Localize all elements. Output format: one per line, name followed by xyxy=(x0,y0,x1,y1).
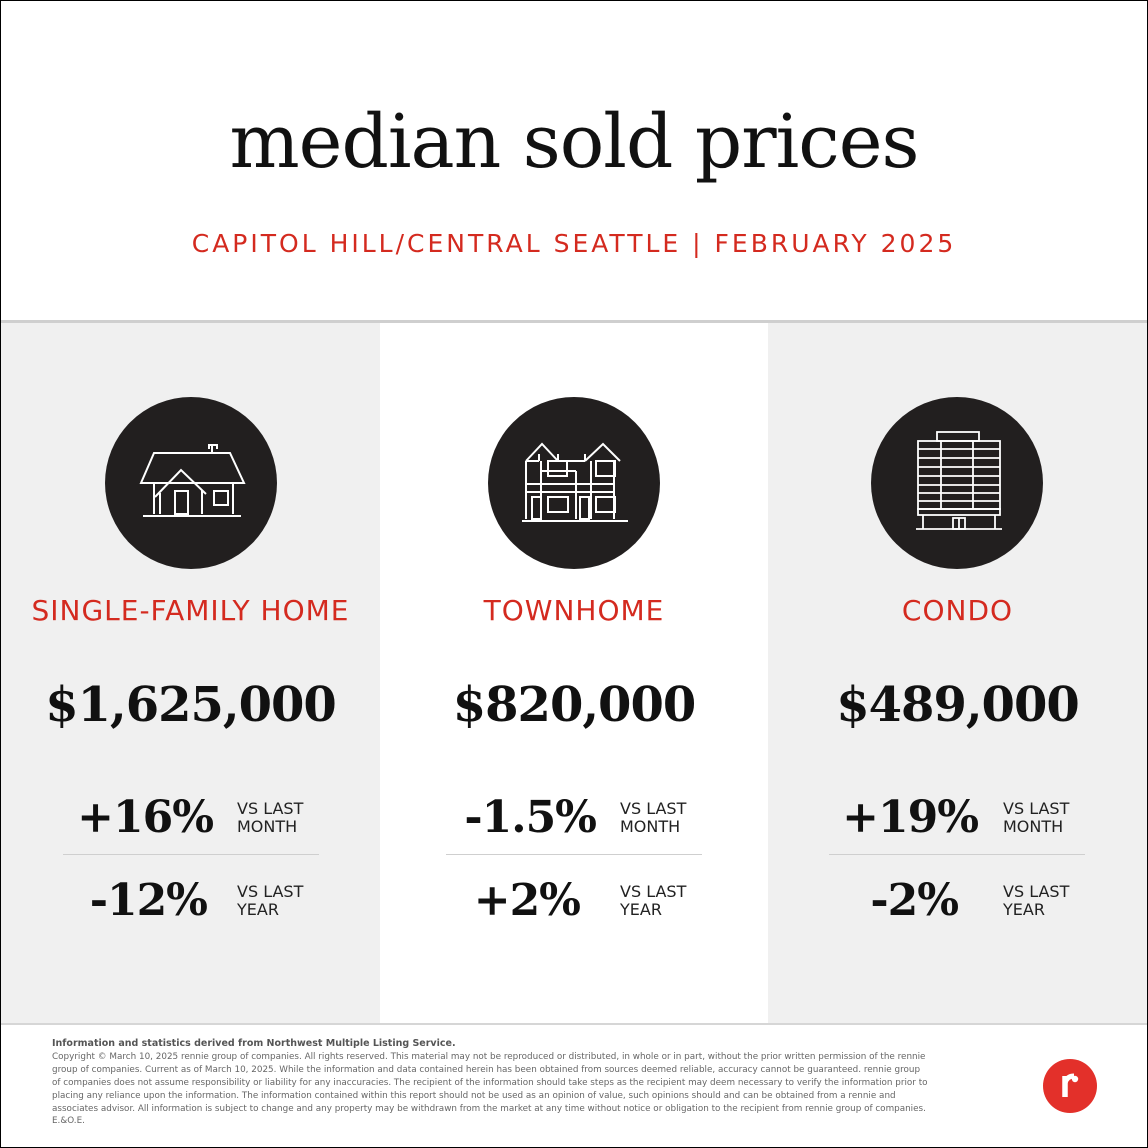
rennie-logo-icon xyxy=(1043,1059,1097,1113)
year-label-line2: YEAR xyxy=(237,900,279,919)
month-label-line2: MONTH xyxy=(1003,817,1064,836)
month-label-line2: MONTH xyxy=(620,817,681,836)
year-label-line1: VS LAST xyxy=(620,882,687,901)
header-divider xyxy=(1,320,1147,323)
stat-divider xyxy=(829,854,1085,855)
year-label-line2: YEAR xyxy=(620,900,662,919)
year-change-value: +2% xyxy=(473,875,581,926)
year-label-line2: YEAR xyxy=(1003,900,1045,919)
year-label-line1: VS LAST xyxy=(1003,882,1070,901)
disclaimer-line: associates advisor. All information is s… xyxy=(52,1103,926,1114)
category-label: CONDO xyxy=(901,594,1014,627)
disclaimer-line: of companies does not assume responsibil… xyxy=(52,1077,928,1088)
category-label: SINGLE-FAMILY HOME xyxy=(31,594,350,627)
month-change-value: +16% xyxy=(77,792,214,843)
disclaimer-line: placing any reliance upon the informatio… xyxy=(52,1090,896,1101)
page-title: median sold prices xyxy=(229,99,919,185)
footer-divider xyxy=(1,1023,1147,1025)
townhome-panel: TOWNHOME $820,000 -1.5% VS LAST MONTH +2… xyxy=(380,323,768,1023)
disclaimer-line: E.&O.E. xyxy=(52,1116,85,1127)
month-label-line1: VS LAST xyxy=(620,799,687,818)
stat-divider xyxy=(63,854,319,855)
median-price: $1,625,000 xyxy=(45,677,337,733)
single-family-house-icon xyxy=(105,397,277,569)
year-change-value: -12% xyxy=(89,875,208,926)
month-change-label: VS LAST MONTH xyxy=(620,800,730,836)
year-change-label: VS LAST YEAR xyxy=(620,883,730,919)
year-change-label: VS LAST YEAR xyxy=(237,883,347,919)
disclaimer-line: group of companies. Current as of March … xyxy=(52,1064,921,1075)
month-change-label: VS LAST MONTH xyxy=(237,800,347,836)
year-change-value: -2% xyxy=(870,875,959,926)
header: median sold prices CAPITOL HILL/CENTRAL … xyxy=(1,1,1147,321)
condo-panel: CONDO $489,000 +19% VS LAST MONTH -2% VS… xyxy=(768,323,1147,1023)
single-family-panel: SINGLE-FAMILY HOME $1,625,000 +16% VS LA… xyxy=(1,323,380,1023)
month-label-line1: VS LAST xyxy=(237,799,304,818)
disclaimer-line: Copyright © March 10, 2025 rennie group … xyxy=(52,1051,926,1062)
month-label-line1: VS LAST xyxy=(1003,799,1070,818)
footer-disclaimer: Information and statistics derived from … xyxy=(52,1038,1012,1128)
page-subtitle: CAPITOL HILL/CENTRAL SEATTLE | FEBRUARY … xyxy=(191,229,957,258)
townhome-icon xyxy=(488,397,660,569)
month-label-line2: MONTH xyxy=(237,817,298,836)
year-change-label: VS LAST YEAR xyxy=(1003,883,1113,919)
year-label-line1: VS LAST xyxy=(237,882,304,901)
condo-building-icon xyxy=(871,397,1043,569)
stat-divider xyxy=(446,854,702,855)
category-label: TOWNHOME xyxy=(483,594,665,627)
median-price: $820,000 xyxy=(452,677,697,733)
median-price: $489,000 xyxy=(836,677,1080,733)
source-note: Information and statistics derived from … xyxy=(52,1038,456,1049)
month-change-value: +19% xyxy=(842,792,979,843)
month-change-label: VS LAST MONTH xyxy=(1003,800,1113,836)
month-change-value: -1.5% xyxy=(464,792,597,843)
